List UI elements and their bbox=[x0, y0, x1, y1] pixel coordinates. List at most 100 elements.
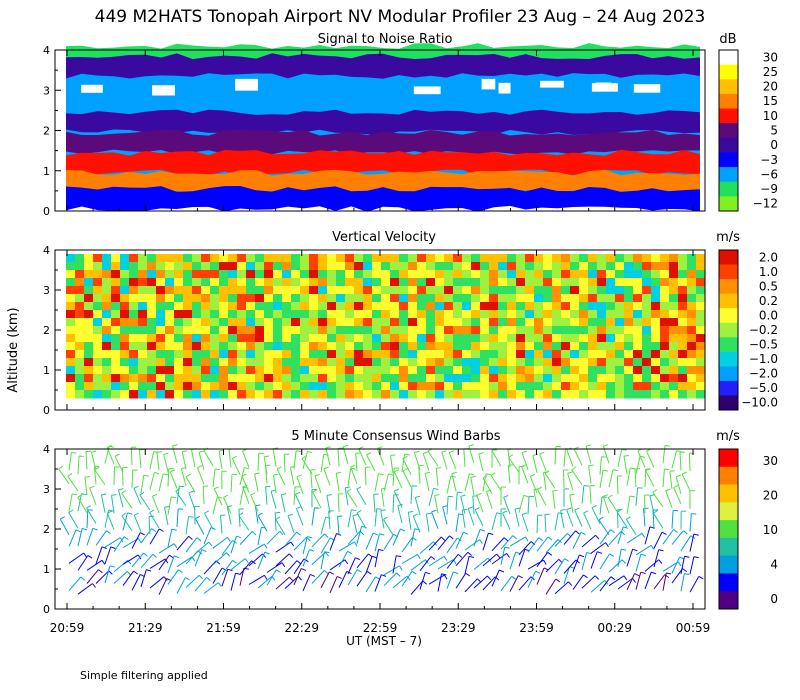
vv-cell bbox=[381, 374, 391, 383]
vv-cell bbox=[372, 366, 382, 375]
wind-barb-flag bbox=[665, 488, 671, 492]
wind-barb-flag bbox=[325, 446, 331, 449]
vv-cell bbox=[489, 294, 499, 303]
vv-cell bbox=[93, 286, 103, 295]
wind-barb bbox=[131, 469, 134, 489]
wind-barb bbox=[140, 553, 154, 569]
vv-cell bbox=[354, 254, 364, 263]
wind-barb-flag bbox=[503, 495, 509, 498]
vv-cell bbox=[606, 294, 616, 303]
vv-cell bbox=[615, 262, 625, 271]
wind-barb bbox=[569, 495, 574, 513]
wind-barb bbox=[329, 533, 337, 551]
wind-barb bbox=[376, 448, 385, 466]
vv-cell bbox=[444, 350, 454, 359]
vv-cell bbox=[498, 390, 508, 399]
vv-cell bbox=[651, 366, 661, 375]
vv-cell bbox=[417, 302, 427, 311]
colorbar-swatch bbox=[719, 137, 738, 153]
vv-cell bbox=[336, 374, 346, 383]
vv-cell bbox=[399, 350, 409, 359]
vv-cell bbox=[237, 326, 247, 335]
vv-cell bbox=[435, 310, 445, 319]
vv-cell bbox=[327, 342, 337, 351]
wind-barb bbox=[419, 572, 426, 590]
vv-cell bbox=[696, 294, 706, 303]
vv-cell bbox=[282, 254, 292, 263]
vv-cell bbox=[336, 318, 346, 327]
vv-cell bbox=[660, 262, 670, 271]
vv-cell bbox=[237, 262, 247, 271]
vv-cell bbox=[534, 254, 544, 263]
vv-cell bbox=[363, 278, 373, 287]
vv-cell bbox=[489, 350, 499, 359]
vv-cell bbox=[678, 334, 688, 343]
vv-cell bbox=[246, 350, 256, 359]
wind-barb-flag bbox=[196, 537, 202, 542]
wind-barb bbox=[358, 448, 367, 466]
vv-cell bbox=[291, 294, 301, 303]
wind-barb bbox=[422, 453, 430, 471]
wind-barb-flag bbox=[91, 450, 97, 453]
wind-barb bbox=[213, 488, 223, 506]
vv-cell bbox=[606, 286, 616, 295]
wind-barb bbox=[164, 507, 169, 526]
wind-barb-flag bbox=[156, 451, 162, 453]
wind-barb-flag bbox=[355, 557, 361, 561]
vv-cell bbox=[192, 358, 202, 367]
vv-cell bbox=[183, 254, 193, 263]
vv-cell bbox=[435, 374, 445, 383]
vv-cell bbox=[138, 270, 148, 279]
vv-cell bbox=[354, 310, 364, 319]
wind-barb bbox=[231, 458, 241, 475]
wind-barb bbox=[77, 493, 82, 512]
wind-barb-flag bbox=[396, 555, 402, 557]
vv-cell bbox=[147, 358, 157, 367]
vv-cell bbox=[489, 326, 499, 335]
colorbar-swatch bbox=[719, 337, 738, 353]
vv-cell bbox=[255, 334, 265, 343]
vv-cell bbox=[417, 310, 427, 319]
vv-cell bbox=[489, 334, 499, 343]
wind-barb-flag bbox=[356, 569, 362, 573]
vv-cell bbox=[669, 350, 679, 359]
vv-cell bbox=[696, 342, 706, 351]
vv-cell bbox=[372, 350, 382, 359]
vv-cell bbox=[363, 374, 373, 383]
wind-barb bbox=[536, 552, 549, 567]
wind-barb-flag bbox=[488, 532, 494, 535]
wind-barb bbox=[616, 476, 619, 495]
wind-barb bbox=[311, 552, 326, 565]
wind-barb bbox=[194, 549, 203, 567]
vv-cell bbox=[516, 358, 526, 367]
vv-cell bbox=[435, 350, 445, 359]
wind-barb bbox=[392, 467, 395, 486]
wind-barb-flag bbox=[623, 454, 629, 457]
vv-cell bbox=[84, 374, 94, 383]
wind-barb bbox=[688, 453, 691, 472]
wind-barb-flag bbox=[443, 574, 448, 580]
wind-barb-flag bbox=[394, 469, 400, 473]
wind-barb bbox=[272, 448, 277, 467]
wind-barb-flag bbox=[569, 493, 575, 496]
vv-cell bbox=[138, 358, 148, 367]
wind-barb bbox=[437, 559, 454, 570]
vv-cell bbox=[336, 382, 346, 391]
vv-cell bbox=[300, 270, 310, 279]
wind-barb bbox=[428, 574, 445, 585]
vv-cell bbox=[264, 390, 274, 399]
vv-cell bbox=[201, 326, 211, 335]
vv-cell bbox=[318, 270, 328, 279]
wind-barb-flag bbox=[92, 527, 98, 531]
wind-barb bbox=[645, 470, 655, 487]
snr-blob bbox=[633, 84, 661, 93]
wind-barb-flag bbox=[422, 580, 427, 585]
wind-barb bbox=[221, 540, 234, 556]
vv-cell bbox=[696, 358, 706, 367]
wind-barb bbox=[566, 449, 574, 467]
vv-cell bbox=[228, 366, 238, 375]
wind-barb-flag bbox=[681, 471, 687, 475]
vv-cell bbox=[372, 310, 382, 319]
vv-cell bbox=[255, 278, 265, 287]
wind-barb bbox=[347, 557, 356, 575]
